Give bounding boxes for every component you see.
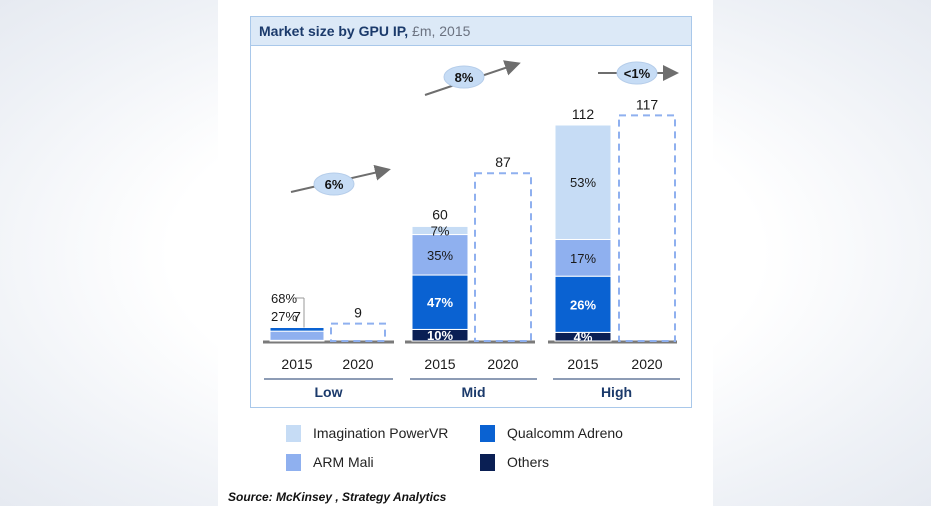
data-label: 7% [431,223,450,238]
data-label: 4% [574,330,593,345]
x-tick-label: 2015 [281,356,312,372]
data-label: 53% [570,175,596,190]
bar-total-label: 112 [572,106,595,122]
bar-segment [554,238,612,277]
bar-segment [411,274,469,330]
growth-badge [313,172,355,196]
group-label: Mid [461,384,485,400]
bar-2020-forecast [330,322,386,342]
data-label: 10% [427,328,453,343]
bar-total-label: 117 [636,96,659,112]
data-label: 26% [570,297,596,312]
bar-segment [411,234,469,276]
bar-2020-forecast [618,114,676,342]
data-label: 47% [427,295,453,310]
bar-2020-forecast [474,172,532,342]
x-tick-label: 2020 [487,356,518,372]
bar-total-label: 9 [354,305,362,321]
group-label: Low [315,384,343,400]
data-label: 27% [271,309,297,324]
growth-rate-label: <1% [624,66,651,81]
growth-badge [616,61,658,85]
growth-rate-label: 8% [455,70,474,85]
growth-badge [443,65,485,89]
bar-segment [269,327,325,332]
chart-title-unit: £m, 2015 [412,23,471,39]
data-label: 17% [570,251,596,266]
group-label: High [601,384,632,400]
bar-segment [554,124,612,240]
x-tick-label: 2020 [342,356,373,372]
bar-segment [554,275,612,333]
x-tick-label: 2015 [567,356,598,372]
data-label: 68% [271,291,297,306]
bar-total-label: 7 [293,309,301,325]
x-tick-label: 2015 [424,356,455,372]
bar-segment [269,330,325,341]
source-note: Source: McKinsey , Strategy Analytics [228,490,447,504]
bar-total-label: 87 [495,154,511,170]
chart-title: Market size by GPU IP, [259,23,409,39]
chart-title-bar: Market size by GPU IP, £m, 2015 [251,17,691,46]
bar-total-label: 60 [432,206,448,222]
data-label: 35% [427,248,453,263]
x-tick-label: 2020 [631,356,662,372]
bar-segment [411,225,469,236]
growth-rate-label: 6% [325,177,344,192]
